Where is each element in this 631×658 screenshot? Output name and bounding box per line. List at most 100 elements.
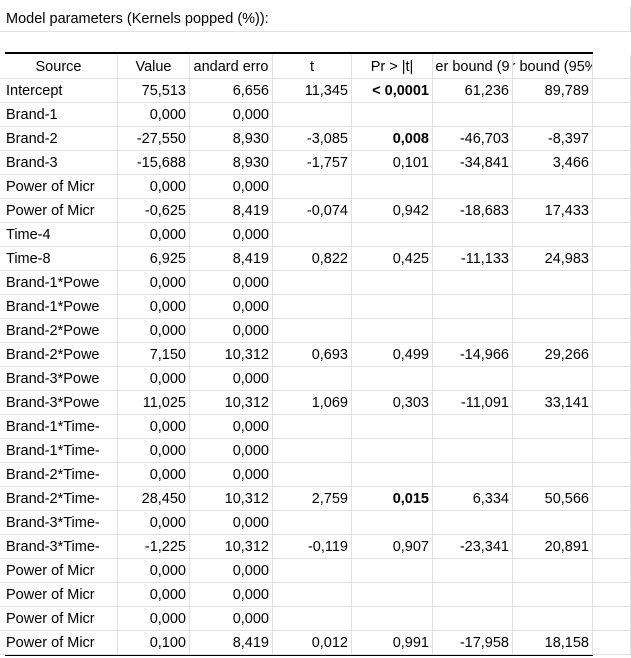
cell-text: 0,000 xyxy=(149,515,186,531)
cell-text: 3,466 xyxy=(552,155,589,171)
empty-cell xyxy=(593,439,631,463)
cell-text: 0,000 xyxy=(149,611,186,627)
value-cell xyxy=(433,319,513,343)
cell-text: 0,012 xyxy=(311,635,348,651)
cell-text: -8,397 xyxy=(547,131,589,147)
header-cell: er bound (95%) xyxy=(513,55,593,79)
empty-cell xyxy=(593,79,631,103)
cell-text: Brand-3*Time- xyxy=(6,539,100,555)
cell-text: 0,693 xyxy=(311,347,348,363)
cell-text: 1,069 xyxy=(311,395,348,411)
header-cell: er bound (9 xyxy=(433,55,513,79)
cell-text: 0,000 xyxy=(232,419,269,435)
cell-text: 0,991 xyxy=(392,635,429,651)
value-cell xyxy=(433,271,513,295)
value-cell xyxy=(513,223,593,247)
value-cell xyxy=(273,175,352,199)
value-cell: 0,000 xyxy=(118,295,190,319)
cell-text: 89,789 xyxy=(544,83,589,99)
value-cell: 0,000 xyxy=(190,607,273,631)
value-cell xyxy=(433,583,513,607)
header-cell: Source xyxy=(0,55,118,79)
cell-text: 0,000 xyxy=(149,323,186,339)
cell-text: 8,930 xyxy=(232,155,269,171)
value-cell xyxy=(433,511,513,535)
value-cell xyxy=(433,367,513,391)
value-cell: 0,693 xyxy=(273,343,352,367)
cell-text: 61,236 xyxy=(464,83,509,99)
value-cell: 0,000 xyxy=(118,559,190,583)
row-label: Brand-2*Time- xyxy=(0,487,118,511)
value-cell: -18,683 xyxy=(433,199,513,223)
value-cell: 0,000 xyxy=(190,463,273,487)
value-cell xyxy=(352,511,433,535)
cell-text: t xyxy=(309,59,315,75)
row-label: Brand-3*Powe xyxy=(0,367,118,391)
value-cell xyxy=(352,295,433,319)
value-cell: 6,656 xyxy=(190,79,273,103)
empty-cell xyxy=(593,295,631,319)
cell-text: 11,345 xyxy=(304,83,348,99)
value-cell xyxy=(273,295,352,319)
cell-text: Brand-3 xyxy=(6,155,58,171)
value-cell: 33,141 xyxy=(513,391,593,415)
cell-text: -18,683 xyxy=(459,203,509,219)
cell-text: Brand-2*Powe xyxy=(6,347,100,363)
cell-text: 10,312 xyxy=(224,539,269,555)
cell-text: Power of Micr xyxy=(6,587,95,603)
value-cell: 0,303 xyxy=(352,391,433,415)
value-cell: 6,334 xyxy=(433,487,513,511)
value-cell xyxy=(273,223,352,247)
cell-text: Brand-1*Time- xyxy=(6,443,100,459)
value-cell: 0,000 xyxy=(190,295,273,319)
empty-cell xyxy=(593,55,631,79)
empty-cell xyxy=(593,319,631,343)
cell-text: Brand-3*Powe xyxy=(6,371,100,387)
row-label: Time-4 xyxy=(0,223,118,247)
cell-text: 0,000 xyxy=(232,299,269,315)
cell-text: Brand-1*Powe xyxy=(6,299,100,315)
value-cell: 0,000 xyxy=(118,607,190,631)
value-cell: -11,091 xyxy=(433,391,513,415)
value-cell: 11,345 xyxy=(273,79,352,103)
value-cell xyxy=(352,367,433,391)
empty-cell xyxy=(593,127,631,151)
value-cell: -1,757 xyxy=(273,151,352,175)
cell-text: 8,930 xyxy=(232,131,269,147)
sheet-title: Model parameters (Kernels popped (%)): xyxy=(0,6,631,32)
value-cell: -11,133 xyxy=(433,247,513,271)
cell-text: Brand-1*Powe xyxy=(6,275,100,291)
empty-cell xyxy=(593,343,631,367)
value-cell xyxy=(352,559,433,583)
value-cell: 1,069 xyxy=(273,391,352,415)
value-cell: 0,907 xyxy=(352,535,433,559)
cell-text: 0,000 xyxy=(232,563,269,579)
table-top-rule xyxy=(5,52,593,54)
value-cell xyxy=(273,367,352,391)
empty-cell xyxy=(593,559,631,583)
cell-text: 0,000 xyxy=(232,587,269,603)
row-label: Brand-2*Powe xyxy=(0,343,118,367)
cell-text: 6,925 xyxy=(149,251,186,267)
cell-text: -0,119 xyxy=(307,539,348,555)
cell-text: Time-8 xyxy=(6,251,51,267)
value-cell xyxy=(513,511,593,535)
value-cell: -15,688 xyxy=(118,151,190,175)
value-cell xyxy=(273,607,352,631)
value-cell: 0,822 xyxy=(273,247,352,271)
row-label: Brand-3*Time- xyxy=(0,511,118,535)
cell-text: 0,942 xyxy=(392,203,429,219)
row-label: Brand-2*Time- xyxy=(0,463,118,487)
value-cell xyxy=(513,319,593,343)
value-cell xyxy=(273,439,352,463)
cell-text: Power of Micr xyxy=(6,179,95,195)
value-cell: 20,891 xyxy=(513,535,593,559)
value-cell: 0,000 xyxy=(190,583,273,607)
value-cell: 11,025 xyxy=(118,391,190,415)
empty-cell xyxy=(593,367,631,391)
empty-cell xyxy=(593,583,631,607)
value-cell: 29,266 xyxy=(513,343,593,367)
value-cell xyxy=(433,607,513,631)
empty-cell xyxy=(593,535,631,559)
